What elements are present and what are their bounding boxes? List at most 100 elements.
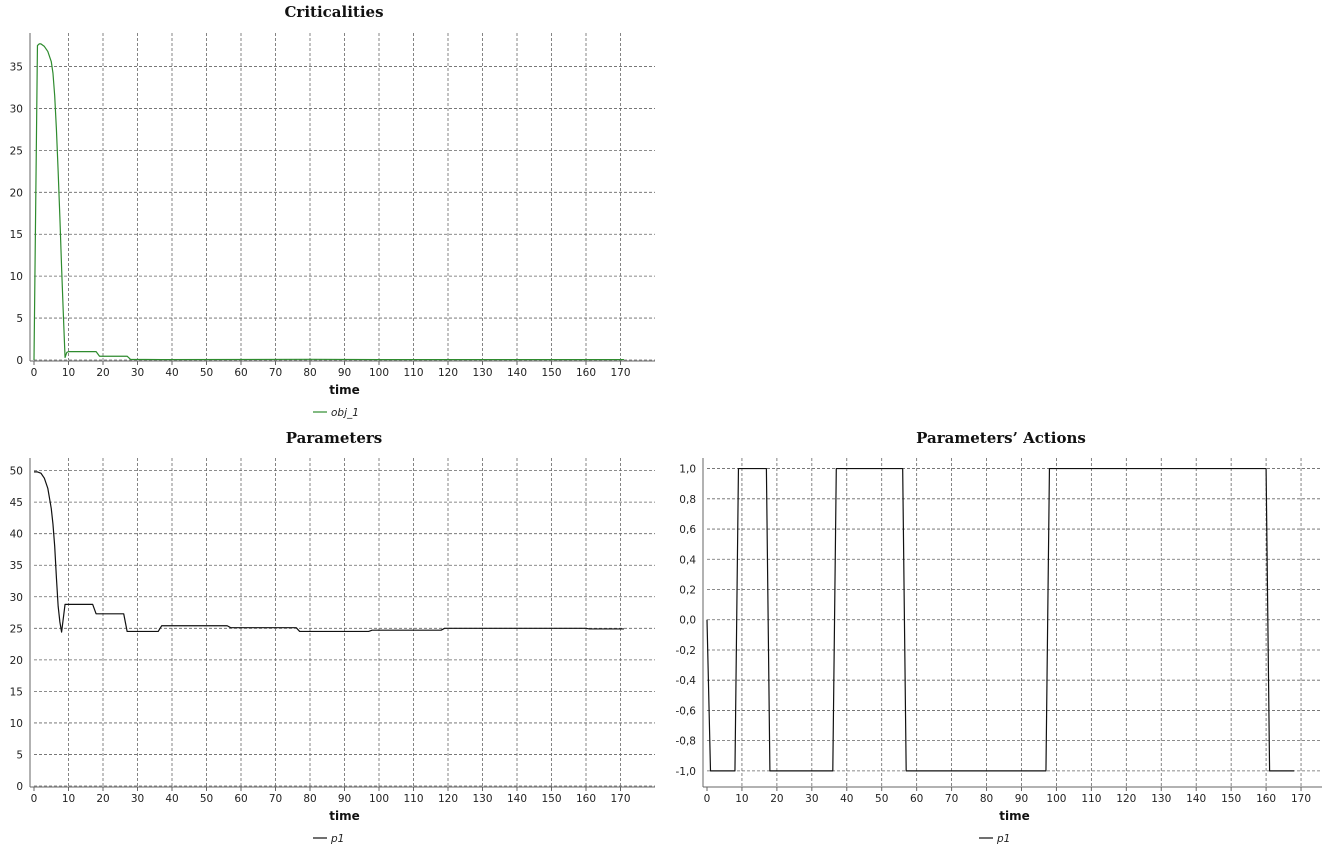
chart-3: Parameters’ Actions 0 10 20 30 40 50 60 70 80 90 10…: [676, 429, 1322, 845]
x-tick-label: 50: [200, 793, 213, 805]
x-tick-label: 150: [541, 367, 561, 379]
x-tick-label: 50: [875, 793, 888, 805]
legend[interactable]: obj_1: [313, 407, 359, 419]
x-tick-label: 0: [704, 793, 711, 805]
y-tick-label: 35: [10, 62, 23, 74]
y-tick-label: -1,0: [676, 766, 697, 778]
y-tick-label: 0,6: [679, 524, 696, 536]
x-tick-label: 40: [165, 367, 178, 379]
x-axis-label: time: [999, 809, 1030, 823]
x-tick-label: 150: [541, 793, 561, 805]
x-tick-label: 100: [369, 367, 389, 379]
y-tick-label: 25: [10, 623, 23, 635]
series-line-obj_1: [33, 43, 624, 361]
x-tick-label: 70: [945, 793, 958, 805]
legend[interactable]: p1: [313, 833, 344, 845]
legend-label: obj_1: [331, 407, 359, 419]
y-tick-label: -0,6: [676, 705, 697, 717]
y-tick-label: 1,0: [679, 464, 696, 476]
x-tick-label: 70: [269, 793, 282, 805]
y-tick-label: 40: [10, 529, 23, 541]
legend[interactable]: p1: [979, 833, 1010, 845]
x-tick-label: 120: [438, 793, 458, 805]
x-tick-label: 30: [131, 793, 144, 805]
x-tick-label: 120: [438, 367, 458, 379]
x-tick-label: 10: [62, 793, 75, 805]
x-tick-label: 80: [980, 793, 993, 805]
x-tick-label: 70: [269, 367, 282, 379]
x-tick-label: 110: [403, 367, 423, 379]
chart-title: Parameters: [286, 429, 382, 447]
x-tick-label: 0: [31, 367, 38, 379]
x-tick-label: 30: [805, 793, 818, 805]
y-tick-label: 15: [10, 229, 23, 241]
x-tick-label: 160: [576, 367, 596, 379]
x-tick-label: 140: [507, 793, 527, 805]
chart-title: Criticalities: [284, 3, 383, 21]
x-tick-label: 170: [610, 793, 630, 805]
y-tick-label: 0,0: [679, 615, 696, 627]
y-tick-label: 20: [10, 655, 23, 667]
y-tick-label: 0: [16, 781, 23, 793]
y-tick-label: 0,8: [679, 494, 696, 506]
x-tick-label: 130: [472, 367, 492, 379]
x-tick-label: 40: [165, 793, 178, 805]
y-tick-label: 20: [10, 187, 23, 199]
y-tick-label: 30: [10, 103, 23, 115]
legend-label: p1: [996, 833, 1010, 845]
x-tick-label: 10: [735, 793, 748, 805]
y-tick-label: 10: [10, 271, 23, 283]
x-tick-label: 170: [610, 367, 630, 379]
y-tick-label: 45: [10, 497, 23, 509]
y-tick-label: 25: [10, 145, 23, 157]
series-line-p1: [706, 467, 1295, 772]
x-tick-label: 140: [1186, 793, 1206, 805]
y-tick-label: 0,2: [679, 585, 696, 597]
y-tick-label: 5: [16, 313, 23, 325]
y-tick-label: 30: [10, 592, 23, 604]
x-tick-label: 30: [131, 367, 144, 379]
x-tick-label: 170: [1291, 793, 1311, 805]
x-tick-label: 40: [840, 793, 853, 805]
x-tick-label: 50: [200, 367, 213, 379]
x-tick-label: 60: [910, 793, 923, 805]
x-tick-label: 90: [1015, 793, 1028, 805]
x-tick-label: 60: [234, 793, 247, 805]
y-tick-label: 35: [10, 560, 23, 572]
x-tick-label: 80: [303, 793, 316, 805]
x-tick-label: 80: [303, 367, 316, 379]
x-tick-label: 110: [1081, 793, 1101, 805]
x-tick-label: 60: [234, 367, 247, 379]
y-tick-label: 0: [16, 355, 23, 367]
y-tick-label: -0,2: [676, 645, 697, 657]
y-tick-label: 10: [10, 718, 23, 730]
x-tick-label: 20: [96, 367, 109, 379]
x-tick-label: 10: [62, 367, 75, 379]
y-tick-label: 5: [16, 749, 23, 761]
legend-label: p1: [330, 833, 344, 845]
x-tick-label: 130: [1151, 793, 1171, 805]
x-axis-label: time: [329, 383, 360, 397]
y-tick-label: 15: [10, 686, 23, 698]
series-line-p1: [34, 471, 624, 633]
y-tick-label: 50: [10, 466, 23, 478]
x-tick-label: 100: [369, 793, 389, 805]
x-tick-label: 160: [576, 793, 596, 805]
x-tick-label: 160: [1256, 793, 1276, 805]
x-tick-label: 110: [403, 793, 423, 805]
y-tick-label: -0,8: [676, 736, 697, 748]
y-tick-label: 0,4: [679, 554, 696, 566]
x-tick-label: 90: [338, 793, 351, 805]
x-tick-label: 100: [1046, 793, 1066, 805]
x-tick-label: 140: [507, 367, 527, 379]
x-tick-label: 0: [31, 793, 38, 805]
chart-title: Parameters’ Actions: [916, 429, 1086, 447]
x-tick-label: 20: [770, 793, 783, 805]
x-tick-label: 20: [96, 793, 109, 805]
x-tick-label: 130: [472, 793, 492, 805]
x-tick-label: 120: [1116, 793, 1136, 805]
x-tick-label: 90: [338, 367, 351, 379]
